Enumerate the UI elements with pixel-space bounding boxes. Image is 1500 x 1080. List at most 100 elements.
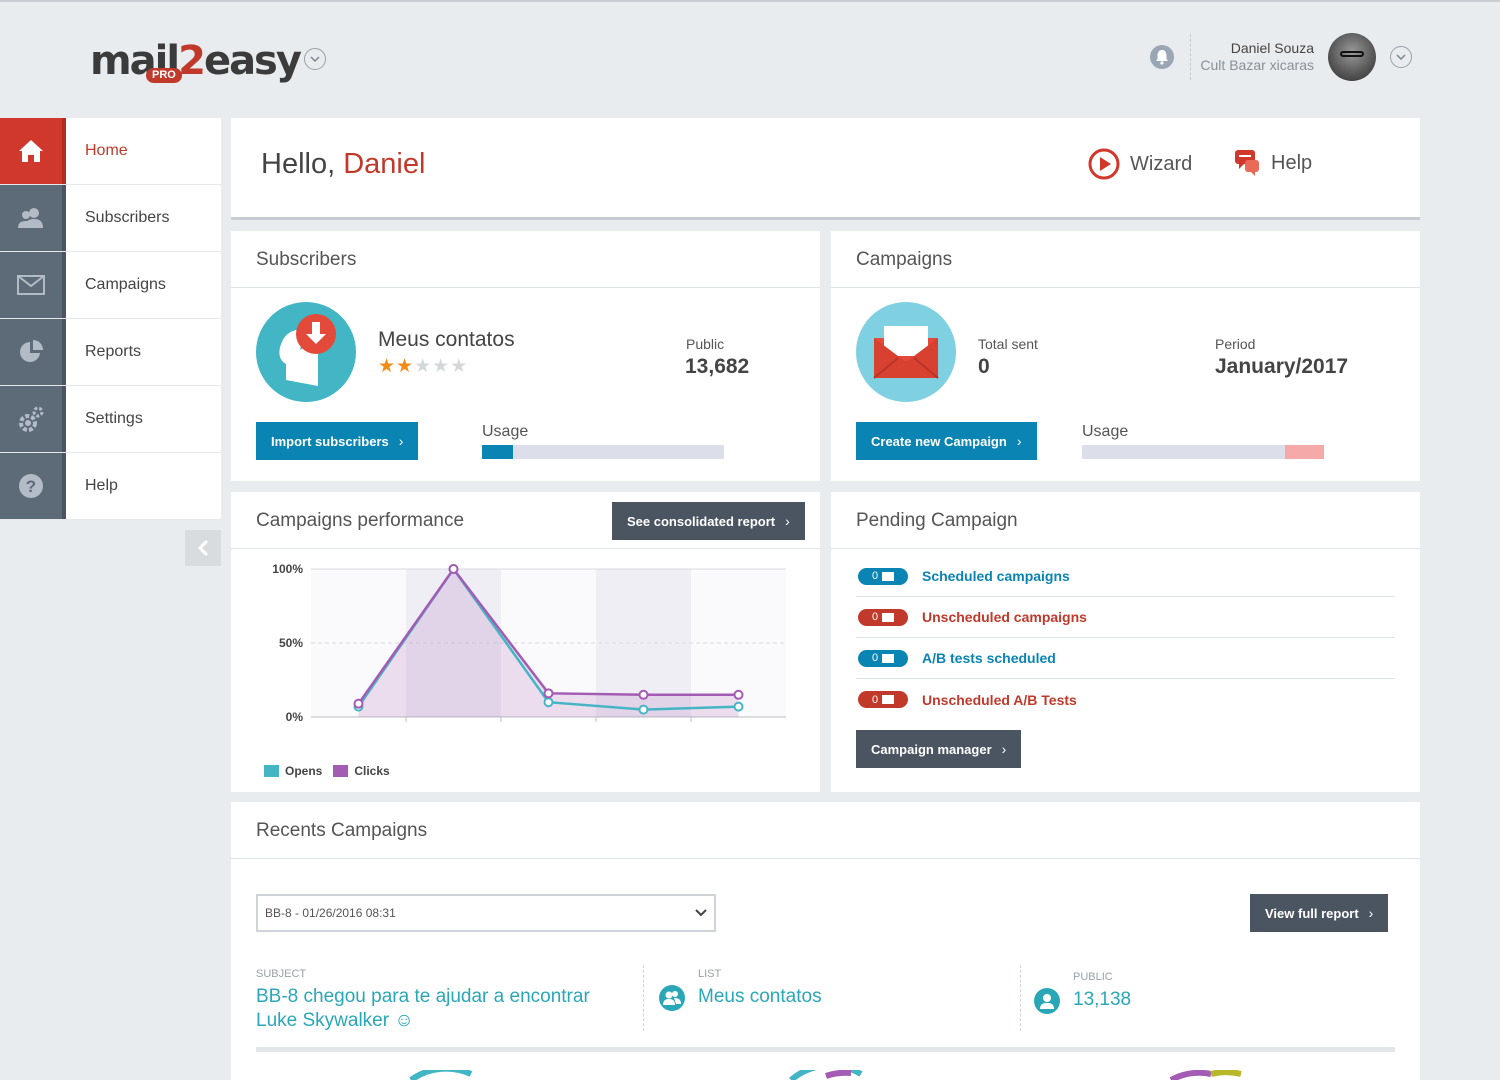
wizard-button[interactable]: Wizard xyxy=(1088,148,1192,180)
campaign-select[interactable]: BB-8 - 01/26/2016 08:31 xyxy=(256,894,716,932)
ab-envelope-icon xyxy=(882,695,895,704)
data-point-opens xyxy=(638,704,649,715)
usage-overflow xyxy=(1285,445,1324,459)
view-full-report-button[interactable]: View full report › xyxy=(1250,894,1389,932)
public-label: Public xyxy=(686,336,725,352)
chevron-right-icon: › xyxy=(1001,741,1007,757)
campaigns-card: Campaigns Total sent 0 Period January/20… xyxy=(831,231,1420,481)
gear-icon xyxy=(0,386,66,452)
sidebar-item-label: Help xyxy=(85,477,118,494)
sidebar-item-campaigns[interactable]: Campaigns xyxy=(0,252,221,319)
usage-fill xyxy=(482,445,514,459)
subject-line-2[interactable]: Luke Skywalker ☺ xyxy=(256,1010,414,1031)
sidebar-item-subscribers[interactable]: Subscribers xyxy=(0,185,221,252)
home-icon xyxy=(0,118,66,184)
section-divider xyxy=(256,1047,1395,1052)
legend-swatch-opens xyxy=(264,765,279,777)
pending-row-unscheduled[interactable]: 0 Unscheduled campaigns xyxy=(856,597,1395,638)
data-point-opens xyxy=(543,697,554,708)
count-badge: 0 xyxy=(858,567,908,585)
card-title: Recents Campaigns xyxy=(256,820,428,841)
public-label: PUBLIC xyxy=(1073,971,1113,983)
y-tick-label: 100% xyxy=(272,562,303,576)
sidebar-item-label: Reports xyxy=(85,343,142,360)
envelope-icon xyxy=(882,612,895,622)
card-title: Campaigns performance xyxy=(256,510,465,531)
pending-row-ab-scheduled[interactable]: 0 A/B tests scheduled xyxy=(856,638,1395,679)
sidebar: Home Subscribers Campaigns Reports Setti… xyxy=(0,118,221,520)
star-empty-icon: ★ xyxy=(414,356,432,377)
campaign-manager-button[interactable]: Campaign manager › xyxy=(856,730,1022,768)
avatar[interactable] xyxy=(1328,33,1376,81)
subscribers-card: Subscribers Meus contatos ★ ★ ★ ★ ★ Public 1… xyxy=(231,231,820,481)
public-value: 13,138 xyxy=(1073,989,1132,1010)
question-icon: ? xyxy=(0,453,66,519)
count-badge: 0 xyxy=(858,649,908,667)
period-value: January/2017 xyxy=(1215,355,1349,378)
star-empty-icon: ★ xyxy=(432,356,450,377)
help-button[interactable]: Help xyxy=(1233,148,1312,178)
chevron-right-icon: › xyxy=(1016,433,1022,449)
total-sent-value: 0 xyxy=(978,355,990,378)
collapse-sidebar-button[interactable] xyxy=(185,530,221,566)
performance-card: Campaigns performance See consolidated r… xyxy=(231,492,820,792)
page-title: Hello, Daniel xyxy=(261,148,426,180)
count-badge: 0 xyxy=(858,691,908,708)
subject-label: SUBJECT xyxy=(256,968,307,980)
card-title: Subscribers xyxy=(256,249,357,270)
pending-card: Pending Campaign 0 Scheduled campaigns 0… xyxy=(831,492,1420,792)
campaigns-usage-bar xyxy=(1082,445,1324,459)
subject-line-1[interactable]: BB-8 chegou para te ajudar a encontrar xyxy=(256,986,590,1007)
envelope-icon xyxy=(882,571,895,581)
sidebar-item-help[interactable]: ? Help xyxy=(0,453,221,520)
data-point-clicks xyxy=(543,688,554,699)
users-icon xyxy=(659,985,685,1011)
public-count: 13,682 xyxy=(685,355,750,378)
performance-chart: 100% 50% 0% xyxy=(272,562,786,724)
pie-chart-icon xyxy=(0,319,66,385)
chevron-down-icon xyxy=(695,909,707,917)
play-icon xyxy=(1088,148,1120,180)
campaign-envelope-icon xyxy=(856,302,956,402)
consolidated-report-button[interactable]: See consolidated report › xyxy=(612,502,805,540)
chevron-right-icon: › xyxy=(398,433,404,449)
list-value[interactable]: Meus contatos xyxy=(698,986,822,1007)
ab-envelope-icon xyxy=(882,653,895,663)
svg-text:?: ? xyxy=(26,477,36,496)
sidebar-item-settings[interactable]: Settings xyxy=(0,386,221,453)
data-point-opens xyxy=(733,701,744,712)
create-campaign-button[interactable]: Create new Campaign › xyxy=(856,422,1037,460)
welcome-header: Hello, Daniel Wizard Help xyxy=(231,118,1420,220)
card-title: Campaigns xyxy=(856,249,953,270)
user-icon xyxy=(1034,988,1060,1014)
usage-label: Usage xyxy=(1082,423,1129,440)
donut-charts-partial xyxy=(409,1070,1242,1080)
data-point-clicks xyxy=(448,564,459,574)
header-divider xyxy=(1190,34,1191,80)
pending-row-scheduled[interactable]: 0 Scheduled campaigns xyxy=(856,556,1395,597)
top-border xyxy=(0,0,1500,2)
brand-logo[interactable]: mail2easy PRO xyxy=(90,38,302,84)
user-name: Daniel Souza xyxy=(1230,40,1314,56)
count-badge: 0 xyxy=(858,608,908,626)
meta-divider xyxy=(1020,965,1021,1031)
legend-clicks: Clicks xyxy=(354,764,390,778)
star-filled-icon: ★ xyxy=(378,356,396,377)
account-switch-chevron-icon[interactable] xyxy=(304,48,326,70)
notification-bell-icon[interactable] xyxy=(1150,45,1174,69)
import-subscribers-button[interactable]: Import subscribers › xyxy=(256,422,419,460)
chat-help-icon xyxy=(1235,150,1259,176)
total-sent-label: Total sent xyxy=(978,336,1038,352)
sidebar-item-home[interactable]: Home xyxy=(0,118,221,185)
legend-opens: Opens xyxy=(285,764,323,778)
meta-divider xyxy=(643,965,644,1031)
pending-row-ab-unscheduled[interactable]: 0 Unscheduled A/B Tests xyxy=(856,679,1395,720)
sidebar-item-reports[interactable]: Reports xyxy=(0,319,221,386)
user-menu-chevron-icon[interactable] xyxy=(1390,46,1412,68)
usage-label: Usage xyxy=(482,423,529,440)
sidebar-item-label: Subscribers xyxy=(85,209,170,226)
period-label: Period xyxy=(1215,336,1256,352)
list-rating: ★ ★ ★ ★ ★ xyxy=(378,357,468,376)
star-empty-icon: ★ xyxy=(450,356,468,377)
y-tick-label: 0% xyxy=(286,710,304,724)
